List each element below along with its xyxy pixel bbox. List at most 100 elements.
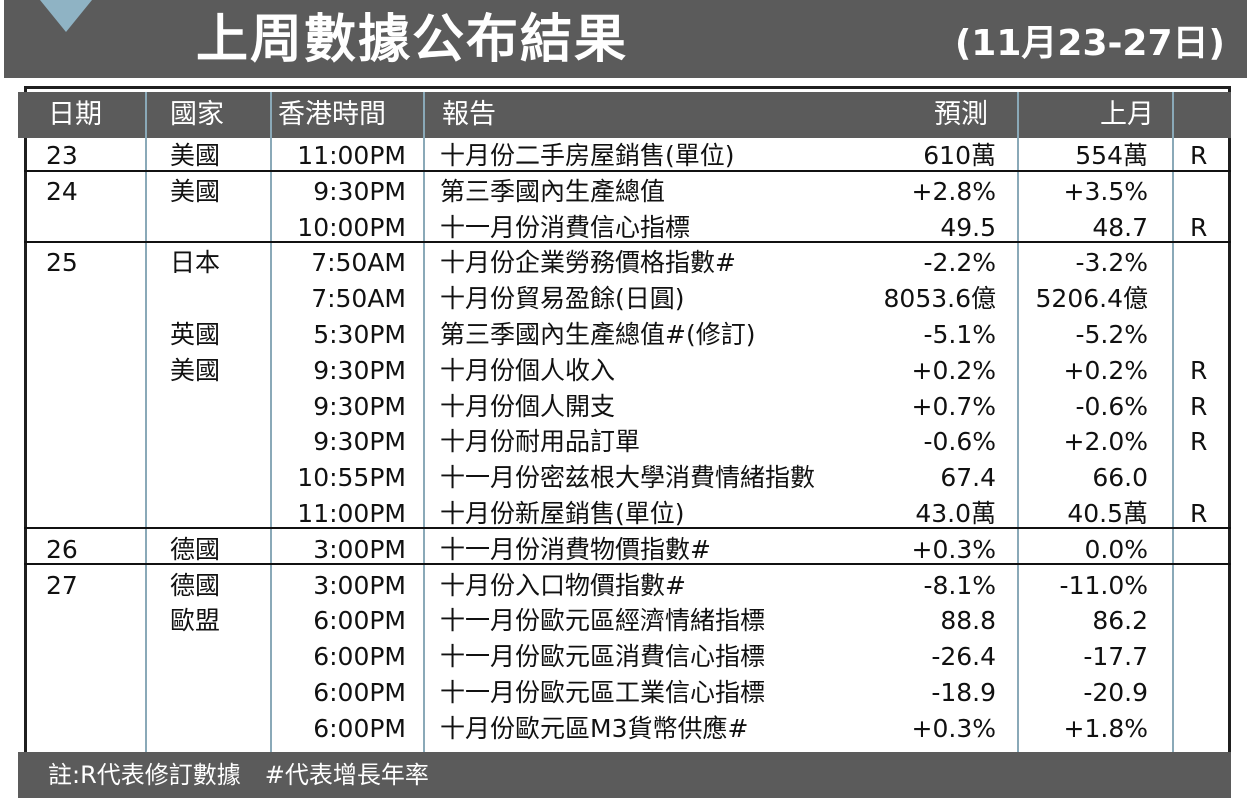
column-divider: [1017, 92, 1019, 752]
row-revised-flag: [1190, 245, 1220, 281]
row-report: 十一月份密兹根大學消費情緒指數: [440, 463, 816, 493]
group-divider: [24, 527, 1231, 529]
row-previous: +3.5%: [1063, 176, 1148, 206]
row-country: 德國: [170, 570, 221, 600]
row-revised-flag: [1190, 317, 1220, 353]
row-forecast: +2.8%: [911, 176, 996, 206]
row-previous: 86.2: [1092, 606, 1148, 636]
row-report: 第三季國內生產總值: [440, 176, 666, 206]
row-country: [170, 639, 260, 675]
row-country: [170, 711, 260, 747]
row-time: 10:00PM: [297, 212, 406, 242]
row-country: 英國: [170, 320, 221, 349]
row-forecast: 49.5: [940, 212, 996, 242]
row-date: [46, 353, 136, 389]
row-date: [46, 711, 136, 747]
row-time: 9:30PM: [313, 176, 406, 206]
row-country: 美國: [170, 141, 221, 170]
row-previous: +0.2%: [1063, 355, 1148, 385]
row-revised-flag: R: [1190, 499, 1208, 528]
row-previous: -5.2%: [1075, 320, 1148, 349]
row-date: 26: [46, 534, 78, 564]
row-date: [46, 424, 136, 460]
row-country: [170, 496, 260, 532]
row-revised-flag: [1190, 711, 1220, 747]
row-date: [46, 210, 136, 246]
row-time: 3:00PM: [313, 570, 406, 600]
row-revised-flag: [1190, 675, 1220, 711]
row-revised-flag: R: [1190, 391, 1208, 421]
row-date: [46, 317, 136, 353]
date-range: (11月23-27日): [954, 23, 1225, 64]
row-revised-flag: R: [1190, 141, 1208, 170]
row-forecast: 43.0萬: [915, 499, 996, 528]
row-forecast: +0.7%: [911, 391, 996, 421]
row-forecast: +0.3%: [911, 713, 996, 743]
row-previous: 554萬: [1075, 141, 1148, 170]
row-revised-flag: [1190, 281, 1220, 317]
row-country: 德國: [170, 534, 221, 564]
row-previous: +1.8%: [1063, 713, 1148, 743]
row-country: [170, 460, 260, 496]
column-divider: [270, 92, 272, 752]
row-report: 十月份個人收入: [440, 355, 616, 385]
row-revised-flag: [1190, 639, 1220, 675]
row-date: 23: [46, 141, 78, 170]
row-previous: 48.7: [1092, 212, 1148, 242]
row-country: 日本: [170, 248, 221, 278]
group-divider: [24, 170, 1231, 172]
row-previous: +2.0%: [1063, 427, 1148, 457]
row-country: [170, 675, 260, 711]
row-time: 3:00PM: [313, 534, 406, 564]
table-frame: [24, 86, 1231, 784]
row-forecast: 67.4: [940, 463, 996, 493]
row-time: 6:00PM: [313, 642, 406, 672]
row-time: 9:30PM: [313, 427, 406, 457]
group-divider: [24, 241, 1231, 243]
row-country: 美國: [170, 176, 221, 206]
row-report: 十月份歐元區M3貨幣供應#: [440, 713, 749, 743]
row-report: 第三季國內生產總值#(修訂): [440, 320, 756, 349]
triangle-decoration-icon: [40, 0, 92, 32]
row-revised-flag: R: [1190, 212, 1208, 242]
row-revised-flag: [1190, 603, 1220, 639]
row-forecast: -5.1%: [923, 320, 996, 349]
page-title: 上周數據公布結果: [196, 10, 629, 70]
row-country: [170, 210, 260, 246]
footnote-bar: 註:R代表修訂數據 #代表增長年率: [18, 752, 1231, 798]
row-country: [170, 424, 260, 460]
row-time: 9:30PM: [313, 355, 406, 385]
table-header: 日期 國家 香港時間 報告 預測 上月: [18, 92, 1231, 138]
row-forecast: -18.9: [931, 678, 996, 707]
row-report: 十一月份消費信心指標: [440, 212, 691, 242]
title-bar: 上周數據公布結果 (11月23-27日): [4, 0, 1247, 78]
row-time: 11:00PM: [297, 499, 406, 528]
row-date: 24: [46, 176, 78, 206]
row-revised-flag: [1190, 568, 1220, 604]
row-previous: 40.5萬: [1067, 499, 1148, 528]
row-country: 美國: [170, 355, 221, 385]
row-forecast: -0.6%: [923, 427, 996, 457]
group-divider: [24, 563, 1231, 565]
row-report: 十一月份歐元區消費信心指標: [440, 642, 766, 672]
row-forecast: +0.2%: [911, 355, 996, 385]
row-date: [46, 496, 136, 532]
header-previous: 上月: [1100, 99, 1154, 130]
row-time: 6:00PM: [313, 678, 406, 707]
row-report: 十月份個人開支: [440, 391, 616, 421]
row-time: 11:00PM: [297, 141, 406, 170]
column-divider: [1172, 92, 1174, 752]
row-date: [46, 460, 136, 496]
row-forecast: 610萬: [923, 141, 996, 170]
row-report: 十月份耐用品訂單: [440, 427, 641, 457]
header-time: 香港時間: [278, 99, 386, 130]
row-country: [170, 281, 260, 317]
row-report: 十一月份歐元區工業信心指標: [440, 678, 766, 707]
header-country: 國家: [170, 99, 224, 130]
row-time: 9:30PM: [313, 391, 406, 421]
row-forecast: -8.1%: [923, 570, 996, 600]
row-report: 十月份企業勞務價格指數#: [440, 248, 736, 278]
row-revised-flag: R: [1190, 427, 1208, 457]
footnote: 註:R代表修訂數據 #代表增長年率: [48, 761, 429, 789]
